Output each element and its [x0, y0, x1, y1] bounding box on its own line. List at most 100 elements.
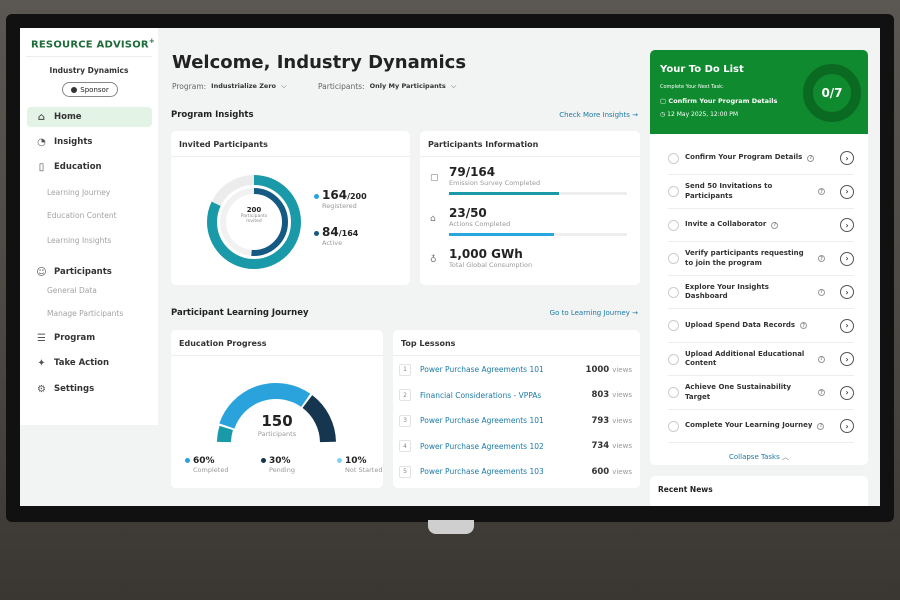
card-title: Participants Information: [420, 131, 640, 157]
chevron-right-icon[interactable]: ›: [840, 318, 854, 333]
due-date: ◷ 12 May 2025, 12:00 PM: [660, 111, 739, 118]
legend-item: 60% Completed: [185, 456, 228, 474]
lesson-link[interactable]: Power Purchase Agreements 101: [420, 365, 544, 374]
task-checkbox[interactable]: [668, 253, 679, 264]
insights-icon: ◔: [37, 136, 46, 148]
help-icon[interactable]: ?: [818, 355, 825, 363]
participants-select[interactable]: Participants: Only My Participants ⌵: [318, 81, 457, 91]
task-icon: ▢: [660, 97, 667, 105]
lesson-link[interactable]: Power Purchase Agreements 103: [420, 467, 544, 476]
clipboard-icon: ▢: [430, 173, 439, 183]
lesson-link[interactable]: Power Purchase Agreements 102: [420, 441, 544, 451]
registered-arc: [207, 175, 301, 269]
badge-icon: [71, 86, 78, 93]
sidebar-item[interactable]: ☺ Participants: [27, 262, 152, 282]
task-checkbox[interactable]: [668, 320, 679, 331]
card-title: Invited Participants: [171, 131, 410, 157]
monitor-stand: [428, 520, 474, 534]
gauge-center: 150 Participants: [257, 412, 297, 438]
help-icon[interactable]: ?: [800, 322, 808, 329]
sidebar-subitem[interactable]: General Data: [47, 286, 97, 295]
go-to-learning-journey-link[interactable]: Go to Learning Journey →: [549, 309, 638, 317]
help-icon[interactable]: ?: [818, 288, 825, 296]
help-icon[interactable]: ?: [817, 422, 825, 430]
card-title: Education Progress: [171, 330, 383, 356]
task-checkbox[interactable]: [668, 420, 679, 432]
help-icon[interactable]: ?: [818, 188, 825, 195]
screen: RESOURCE ADVISOR+ Industry Dynamics Spon…: [20, 28, 880, 506]
task-checkbox[interactable]: [668, 387, 679, 398]
donut-center: 200 Participants Invited: [240, 206, 268, 224]
lesson-row: 2 Financial Considerations - VPPAs 803 view…: [399, 383, 632, 408]
task-checkbox[interactable]: [668, 286, 679, 298]
help-icon[interactable]: ?: [818, 389, 825, 396]
gauge-segment: [302, 395, 336, 443]
help-icon[interactable]: ?: [818, 255, 825, 262]
next-task[interactable]: ▢ Confirm Your Program Details: [660, 97, 778, 105]
sidebar-subitem[interactable]: Education Content: [47, 211, 117, 220]
next-task-label: Complete Your Next Task:: [660, 84, 724, 90]
sidebar-item[interactable]: ⚙ Settings: [27, 379, 152, 399]
sidebar-subitem[interactable]: Learning Journey: [47, 188, 111, 197]
chevron-right-icon[interactable]: ›: [840, 151, 854, 165]
todo-title: Your To Do List: [660, 64, 744, 75]
chevron-right-icon[interactable]: ›: [840, 218, 854, 232]
sidebar-item-label: Education: [54, 162, 102, 172]
task-checkbox[interactable]: [668, 353, 679, 365]
todo-item[interactable]: Upload Additional Educational Content? ›: [668, 343, 854, 376]
todo-item[interactable]: Achieve One Sustainability Target? ›: [668, 377, 854, 410]
chevron-right-icon[interactable]: ›: [840, 352, 854, 366]
todo-item[interactable]: Confirm Your Program Details? ›: [668, 142, 854, 175]
recent-news-card: Recent News: [650, 476, 868, 506]
section-title: Participant Learning Journey: [171, 308, 309, 318]
todo-item[interactable]: Complete Your Learning Journey? ›: [668, 410, 854, 443]
help-icon[interactable]: ?: [807, 154, 815, 162]
todo-item[interactable]: Invite a Collaborator? ›: [668, 209, 854, 242]
sidebar-subitem[interactable]: Learning Insights: [47, 236, 112, 245]
check-more-insights-link[interactable]: Check More Insights →: [559, 111, 638, 119]
task-checkbox[interactable]: [668, 219, 679, 231]
sidebar-item-label: Settings: [54, 384, 95, 394]
page-title: Welcome, Industry Dynamics: [172, 52, 467, 73]
todo-item[interactable]: Upload Spend Data Records? ›: [668, 310, 854, 343]
info-row: ♁ 1,000 GWh Total Global Consumption: [430, 247, 533, 269]
book-icon: ▯: [38, 161, 45, 173]
lesson-row: 3 Power Purchase Agreements 101 793 views: [399, 408, 632, 433]
lesson-link[interactable]: Financial Considerations - VPPAs: [420, 390, 542, 400]
card-title: Recent News: [658, 485, 713, 494]
sidebar-item[interactable]: ☰ Program: [27, 328, 152, 348]
chevron-right-icon[interactable]: ›: [840, 251, 854, 266]
legend-item: 10% Not Started: [337, 456, 382, 474]
help-icon[interactable]: ?: [771, 221, 779, 229]
sidebar-item[interactable]: ✦ Take Action: [27, 353, 152, 373]
home-icon: ⌂: [37, 111, 46, 123]
progress-bar: [449, 233, 627, 236]
arrow-right-icon: →: [632, 309, 638, 317]
task-checkbox[interactable]: [668, 186, 679, 197]
org-name: Industry Dynamics: [49, 66, 129, 75]
invited-donut: [207, 175, 301, 269]
divider: [26, 56, 152, 57]
active-arc: [220, 188, 288, 256]
chevron-right-icon[interactable]: ›: [840, 385, 854, 400]
invited-participants-card: Invited Participants 200 Participants Inv…: [171, 131, 410, 285]
progress-fill: [449, 233, 554, 236]
bulb-icon: ♁: [430, 255, 437, 265]
todo-item[interactable]: Send 50 Invitations to Participants? ›: [668, 176, 854, 209]
lesson-link[interactable]: Power Purchase Agreements 101: [420, 416, 544, 425]
collapse-tasks-button[interactable]: Collapse Tasks ︿: [729, 453, 789, 461]
section-title: Program Insights: [171, 110, 254, 120]
chevron-right-icon[interactable]: ›: [840, 285, 854, 299]
sidebar-item-label: Take Action: [54, 358, 110, 368]
sidebar-item[interactable]: ◔ Insights: [27, 132, 152, 152]
house-icon: ⌂: [430, 214, 436, 224]
sidebar-item[interactable]: ⌂ Home: [27, 107, 152, 127]
todo-item[interactable]: Verify participants requesting to join t…: [668, 243, 854, 276]
chevron-right-icon[interactable]: ›: [840, 184, 854, 199]
task-checkbox[interactable]: [668, 152, 679, 164]
program-select[interactable]: Program: Industrialize Zero ⌵: [172, 81, 287, 91]
chevron-right-icon[interactable]: ›: [840, 419, 854, 433]
todo-item[interactable]: Explore Your Insights Dashboard? ›: [668, 276, 854, 309]
sidebar-subitem[interactable]: Manage Participants: [47, 309, 124, 318]
sidebar-item[interactable]: ▯ Education: [27, 157, 152, 177]
